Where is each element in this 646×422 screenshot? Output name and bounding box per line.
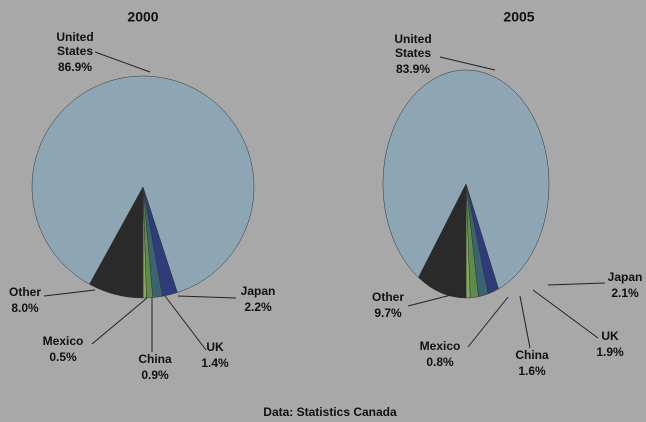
value-label: 1.4% [201, 356, 229, 370]
leader-line [94, 51, 151, 73]
leader-line [91, 297, 148, 345]
leader-line [177, 295, 237, 299]
value-label: 9.7% [374, 306, 402, 320]
value-label: 0.8% [426, 355, 454, 369]
leader-line [467, 296, 509, 348]
value-label: 86.9% [58, 60, 92, 74]
leader-line [439, 56, 496, 71]
value-label: 0.5% [49, 350, 77, 364]
value-label: 1.9% [596, 345, 624, 359]
leader-line [164, 295, 207, 351]
slice-label: Other [372, 290, 404, 304]
pie-slice [418, 183, 467, 299]
slice-label: UK [601, 329, 619, 343]
value-label: 2.2% [244, 300, 272, 314]
slice-label: China [138, 352, 172, 366]
slice-label: Japan [608, 270, 643, 284]
leader-line [519, 295, 531, 349]
slice-label: Mexico [43, 334, 84, 348]
value-label: 1.6% [518, 364, 546, 378]
source-note: Data: Statistics Canada [263, 405, 397, 419]
value-label: 83.9% [396, 62, 430, 76]
slice-label: China [515, 348, 549, 362]
chart-title: 2000 [127, 9, 158, 25]
slice-label: United States [394, 32, 431, 60]
pie-slice [382, 69, 550, 290]
value-label: 8.0% [11, 301, 39, 315]
pie-slice [89, 186, 144, 299]
leader-line [532, 289, 599, 339]
slice-label: Japan [241, 284, 276, 298]
leader-line [43, 289, 96, 297]
leader-line [547, 282, 606, 286]
leader-line [407, 293, 456, 307]
value-label: 2.1% [611, 286, 639, 300]
slice-label: United States [56, 30, 93, 58]
slice-label: Mexico [420, 339, 461, 353]
slice-label: UK [206, 340, 224, 354]
pie-slice [31, 75, 255, 293]
chart-title: 2005 [503, 9, 534, 25]
slice-label: Other [9, 285, 41, 299]
value-label: 0.9% [141, 368, 169, 382]
